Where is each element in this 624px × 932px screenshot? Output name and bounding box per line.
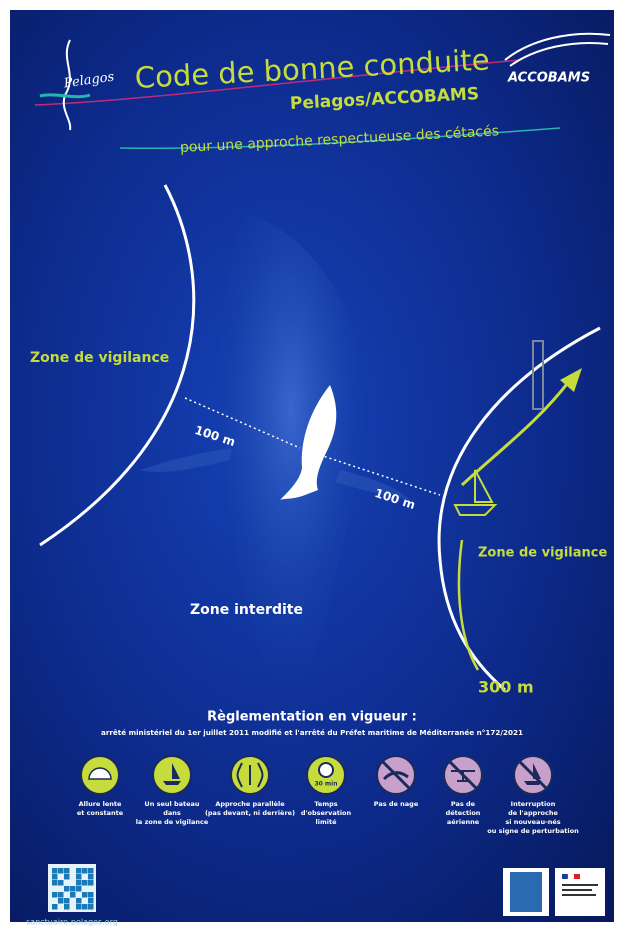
icon-caption: et constante [77, 809, 124, 817]
qr-cell [58, 880, 64, 886]
partner-logo [510, 872, 542, 912]
page: Pelagos Code de bonne conduite Pelagos/A… [0, 0, 624, 932]
qr-cell [64, 886, 70, 892]
qr-cell [64, 898, 70, 904]
ministry-text [562, 884, 598, 886]
qr-cell [76, 904, 82, 910]
qr-cell [52, 904, 58, 910]
icon-caption: limité [316, 818, 338, 826]
qr-cell [58, 898, 64, 904]
icon-caption: d'observation [301, 809, 352, 817]
ministry-text [562, 894, 596, 896]
qr-cell [88, 880, 94, 886]
qr-cell [52, 874, 58, 880]
regulation-title: Règlementation en vigueur : [207, 710, 417, 725]
icon-caption: Pas de nage [374, 800, 419, 808]
icon-caption: de l'approche [508, 809, 558, 817]
flag [568, 874, 574, 879]
zone-label: Zone interdite [190, 602, 303, 618]
icon-caption: si nouveau-nés [505, 818, 560, 826]
icon-caption: ou signe de perturbation [487, 827, 579, 835]
zone-label: Zone de vigilance [30, 350, 169, 366]
qr-cell [52, 868, 58, 874]
qr-cell [88, 874, 94, 880]
distance-label: 300 m [478, 678, 534, 697]
icon-caption: Un seul bateau [144, 800, 200, 808]
icon-caption: la zone de vigilance [136, 818, 209, 826]
qr-cell [64, 874, 70, 880]
ministry-text [562, 889, 592, 891]
qr-cell [88, 904, 94, 910]
logo-right: ACCOBAMS [507, 71, 590, 86]
icon-caption: Pas de [451, 800, 476, 808]
qr-cell [82, 880, 88, 886]
qr-cell [76, 868, 82, 874]
icon-caption: Temps [314, 800, 337, 808]
icon-caption: aérienne [447, 818, 480, 826]
icon-badge: 30 min [314, 781, 337, 788]
qr-cell [88, 892, 94, 898]
icon-caption: Approche parallèle [215, 800, 285, 808]
zone-label: Zone de vigilance [478, 546, 607, 561]
qr-cell [88, 898, 94, 904]
flag [574, 874, 580, 879]
icon-glyph [319, 763, 333, 777]
qr-cell [58, 868, 64, 874]
qr-cell [76, 880, 82, 886]
icon-caption: Allure lente [79, 800, 122, 808]
regulation-text: arrêté ministériel du 1er juillet 2011 m… [101, 728, 523, 737]
qr-cell [82, 904, 88, 910]
qr-cell [88, 868, 94, 874]
qr-cell [76, 898, 82, 904]
icon-caption: Interruption [511, 800, 556, 808]
qr-cell [64, 868, 70, 874]
qr-cell [58, 892, 64, 898]
qr-cell [52, 892, 58, 898]
qr-cell [64, 904, 70, 910]
qr-cell [76, 886, 82, 892]
qr-cell [52, 880, 58, 886]
icon-caption: dans [163, 809, 181, 817]
footer-url: sanctuaire-pelagos.org [26, 918, 118, 927]
qr-cell [76, 874, 82, 880]
qr-cell [70, 886, 76, 892]
poster: Pelagos Code de bonne conduite Pelagos/A… [0, 0, 624, 932]
icon-caption: détection [446, 809, 481, 817]
icon-caption: (pas devant, ni derrière) [205, 809, 295, 817]
flag [562, 874, 568, 879]
qr-cell [82, 892, 88, 898]
qr-cell [82, 868, 88, 874]
qr-cell [70, 892, 76, 898]
pelagos-logo [40, 95, 90, 97]
